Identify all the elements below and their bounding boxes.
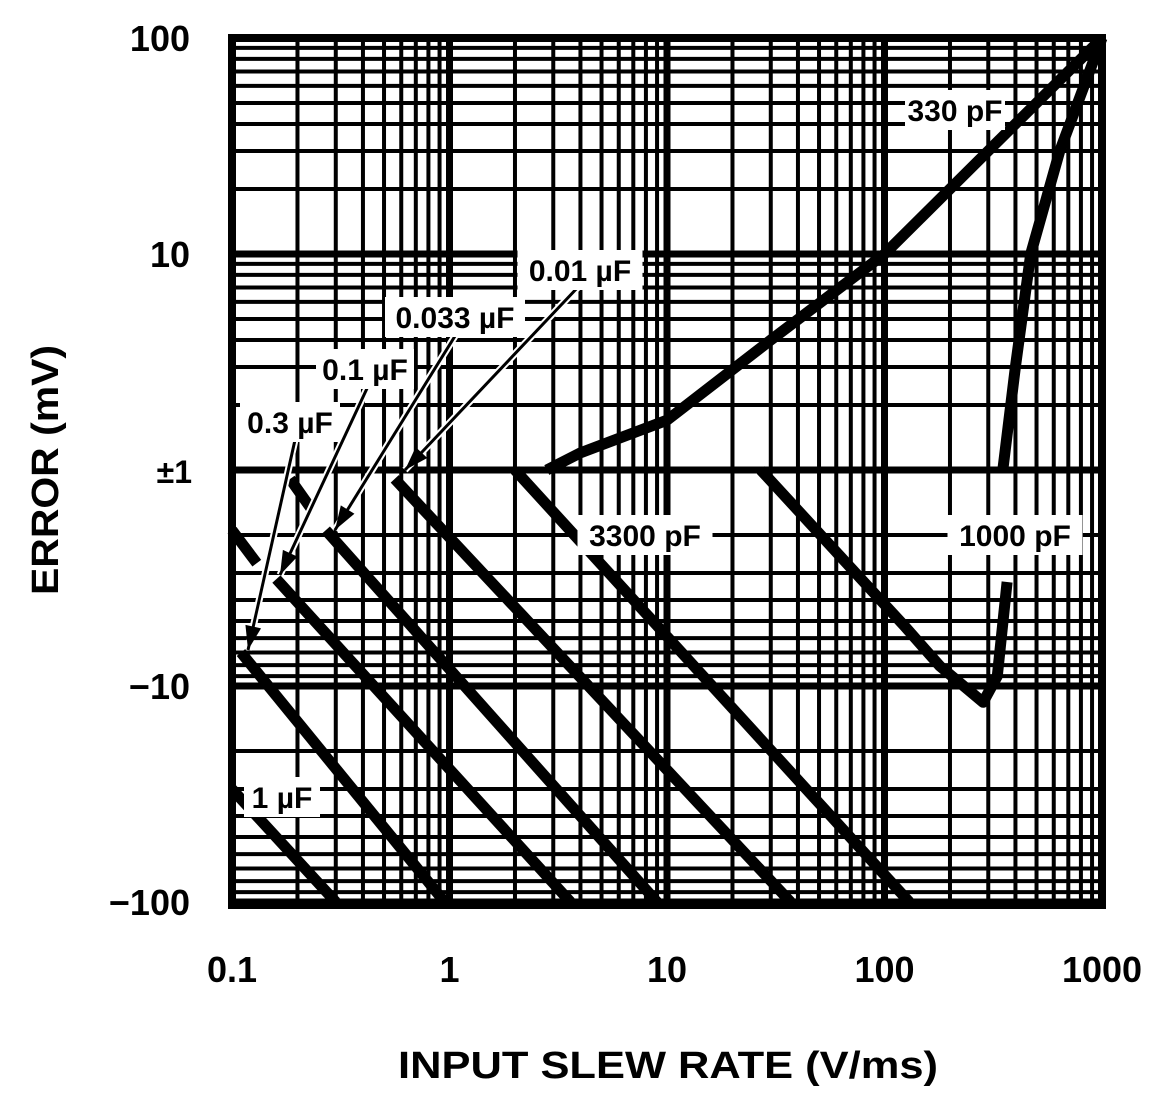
annotation-label-bg (577, 515, 713, 555)
plot-frame (228, 34, 1106, 909)
series-1000-pf-upper-line (997, 36, 1108, 471)
annotations: 0.01 µF 0.033 µF 0.1 µF 0.3 µF 1 µF 3300 pF 10… (240, 90, 1083, 817)
series-0-01-f-line (390, 475, 795, 906)
arrowhead-icon (335, 505, 355, 530)
annotation-label-bg (385, 297, 525, 337)
annotation-arrow (278, 381, 372, 576)
series-0-1-f-line (272, 575, 575, 906)
x-axis-title: INPUT SLEW RATE (V/ms) (398, 1045, 938, 1087)
annotation-label: 1000 pF (959, 520, 1071, 553)
arrowhead-icon (280, 549, 298, 575)
annotation-label-bg (316, 349, 414, 389)
y-tick-label: −10 (129, 666, 190, 707)
arrowhead-icon (245, 624, 262, 650)
series-0-033-f-dashed-line (285, 475, 316, 512)
series-lines (227, 34, 1108, 906)
y-tick-label: ±1 (157, 454, 192, 490)
y-tick-label: −100 (109, 882, 190, 923)
annotation-arrow (333, 327, 462, 531)
x-tick-label: 10 (647, 949, 687, 990)
series-0-033-f-line (321, 526, 662, 906)
x-tick-label: 0.1 (207, 949, 257, 990)
x-tick-label: 100 (854, 949, 914, 990)
annotation-label: 330 pF (907, 95, 1002, 128)
annotation-arrow (246, 439, 297, 651)
x-tick-label: 1000 (1062, 949, 1142, 990)
annotation-label-bg (517, 250, 643, 290)
tick-labels: 0.1 1 10 100 1000 100 10 ±1 −10 −100 (109, 18, 1142, 990)
arrowhead-icon (405, 447, 428, 470)
annotation-label-bg (947, 515, 1083, 555)
series-0-3-f-line (236, 649, 449, 906)
annotation-label: 0.3 µF (247, 407, 333, 440)
y-tick-label: 100 (130, 18, 190, 59)
y-axis-title: ERROR (mV) (25, 345, 67, 595)
series-330-pf-line (544, 34, 1106, 475)
series-0-1-f-dashed-line (227, 526, 262, 567)
x-tick-label: 1 (439, 949, 459, 990)
y-tick-label: 10 (150, 234, 190, 275)
annotation-label: 3300 pF (589, 520, 701, 553)
series-1000-pf-line (756, 466, 1013, 708)
annotation-label: 1 µF (252, 782, 313, 815)
annotation-label: 0.01 µF (529, 255, 631, 288)
annotation-label-bg (240, 402, 340, 442)
annotation-label-bg (244, 777, 320, 817)
annotation-arrow (403, 283, 582, 472)
annotation-label: 0.033 µF (395, 302, 514, 335)
annotation-label: 0.1 µF (322, 354, 408, 387)
annotation-label-bg (905, 90, 1005, 130)
